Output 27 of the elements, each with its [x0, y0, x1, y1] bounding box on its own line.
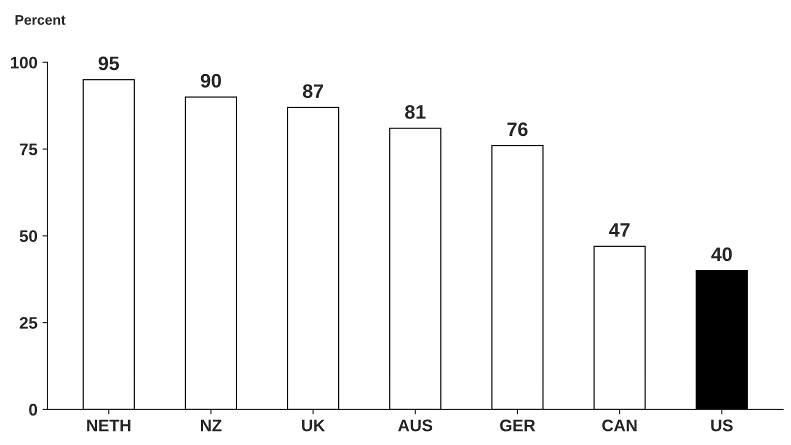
data-label: 90: [200, 74, 221, 88]
data-label: 40: [711, 247, 732, 262]
data-label: 81: [405, 105, 426, 119]
bar: [82, 79, 135, 410]
y-tick-label: 100: [10, 56, 38, 69]
bar: [594, 246, 646, 410]
x-tick-label: UK: [302, 420, 325, 432]
data-label: 47: [609, 223, 630, 237]
x-tick-label: CAN: [602, 420, 637, 432]
bar: [184, 96, 238, 410]
x-tick-label: GER: [500, 420, 536, 432]
bar: [287, 106, 340, 410]
y-tick-label: 50: [20, 230, 38, 242]
y-axis-title: Percent: [16, 15, 66, 25]
bar: [491, 145, 544, 410]
x-tick-label: NETH: [87, 420, 130, 432]
bar: [696, 270, 748, 410]
x-tick-label: US: [711, 420, 733, 432]
y-tick-label: 25: [20, 317, 38, 329]
data-label: 87: [302, 84, 324, 98]
y-tick-label: 75: [20, 144, 38, 156]
data-label: 95: [98, 56, 120, 70]
x-tick-label: AUS: [398, 420, 432, 432]
bar: [389, 128, 442, 410]
x-tick-label: NZ: [200, 420, 222, 432]
data-label: 76: [507, 122, 528, 136]
y-tick-label: 0: [29, 404, 38, 416]
